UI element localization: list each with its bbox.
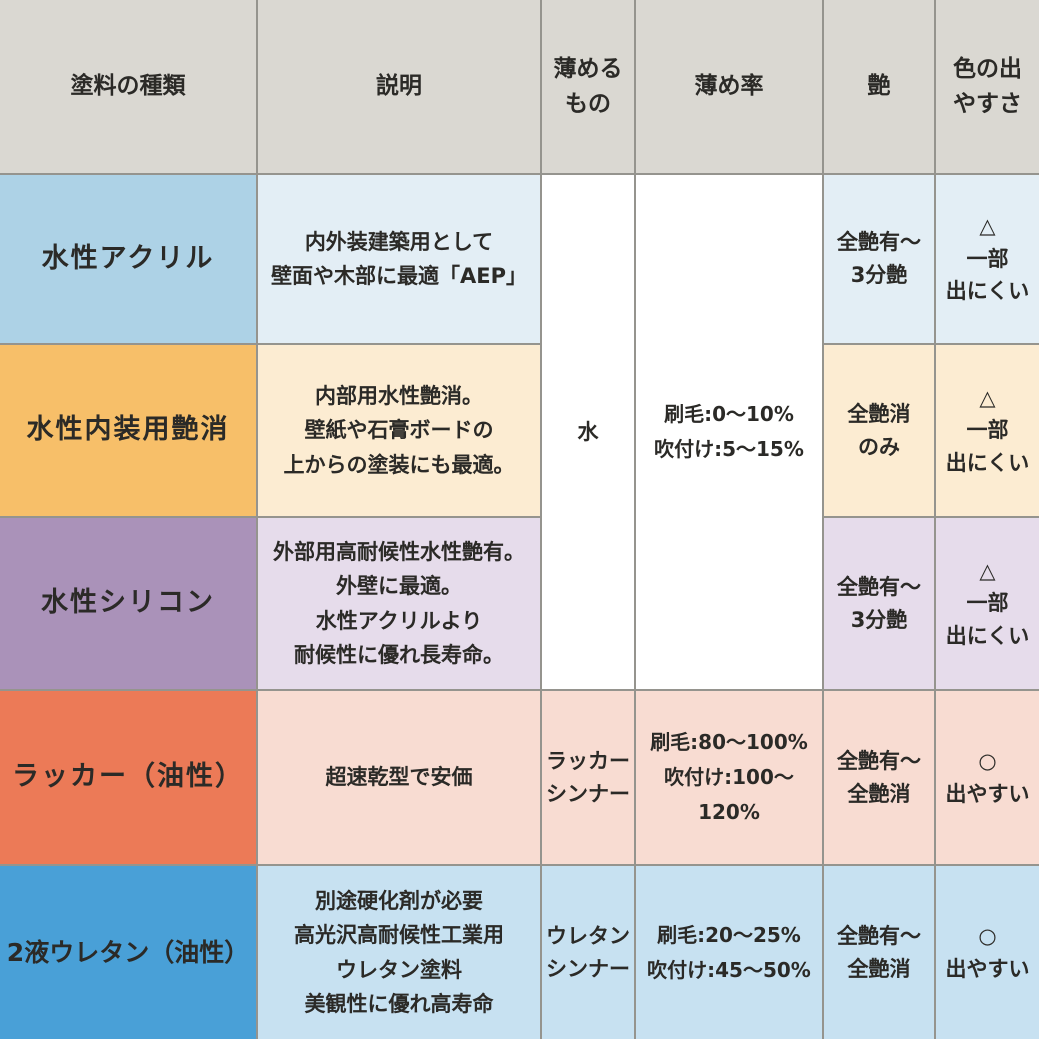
header-color-ease: 色の出 やすさ [936,0,1039,173]
color-ease-cell: △ 一部 出にくい [936,175,1039,343]
paint-name-cell: 水性内装用艶消 [0,345,256,516]
description-cell: 内外装建築用として 壁面や木部に最適「AEP」 [258,175,540,343]
header-paint-type: 塗料の種類 [0,0,256,173]
gloss-cell: 全艶有〜 全艶消 [824,691,934,864]
paint-name-cell: ラッカー（油性） [0,691,256,864]
thinner-cell-water: 水 [542,175,634,689]
color-ease-cell: ○ 出やすい [936,691,1039,864]
header-dilution-rate: 薄め率 [636,0,822,173]
color-ease-cell: ○ 出やすい [936,866,1039,1039]
gloss-cell: 全艶消 のみ [824,345,934,516]
dilution-rate-cell: 刷毛:20〜25% 吹付け:45〜50% [636,866,822,1039]
gloss-cell: 全艶有〜 3分艶 [824,518,934,689]
header-gloss: 艶 [824,0,934,173]
dilution-rate-cell-water: 刷毛:0〜10% 吹付け:5〜15% [636,175,822,689]
thinner-cell: ウレタン シンナー [542,866,634,1039]
gloss-cell: 全艶有〜 全艶消 [824,866,934,1039]
paint-name-cell: 水性アクリル [0,175,256,343]
color-ease-cell: △ 一部 出にくい [936,518,1039,689]
description-cell: 外部用高耐候性水性艶有。 外壁に最適。 水性アクリルより 耐候性に優れ長寿命。 [258,518,540,689]
paint-name-cell: 水性シリコン [0,518,256,689]
dilution-rate-cell: 刷毛:80〜100% 吹付け:100〜120% [636,691,822,864]
paint-name-cell: 2液ウレタン（油性） [0,866,256,1039]
color-ease-cell: △ 一部 出にくい [936,345,1039,516]
header-description: 説明 [258,0,540,173]
description-cell: 別途硬化剤が必要 高光沢高耐候性工業用 ウレタン塗料 美観性に優れ高寿命 [258,866,540,1039]
gloss-cell: 全艶有〜 3分艶 [824,175,934,343]
description-cell: 超速乾型で安価 [258,691,540,864]
header-thinner: 薄める もの [542,0,634,173]
thinner-cell: ラッカー シンナー [542,691,634,864]
description-cell: 内部用水性艶消。 壁紙や石膏ボードの 上からの塗装にも最適。 [258,345,540,516]
